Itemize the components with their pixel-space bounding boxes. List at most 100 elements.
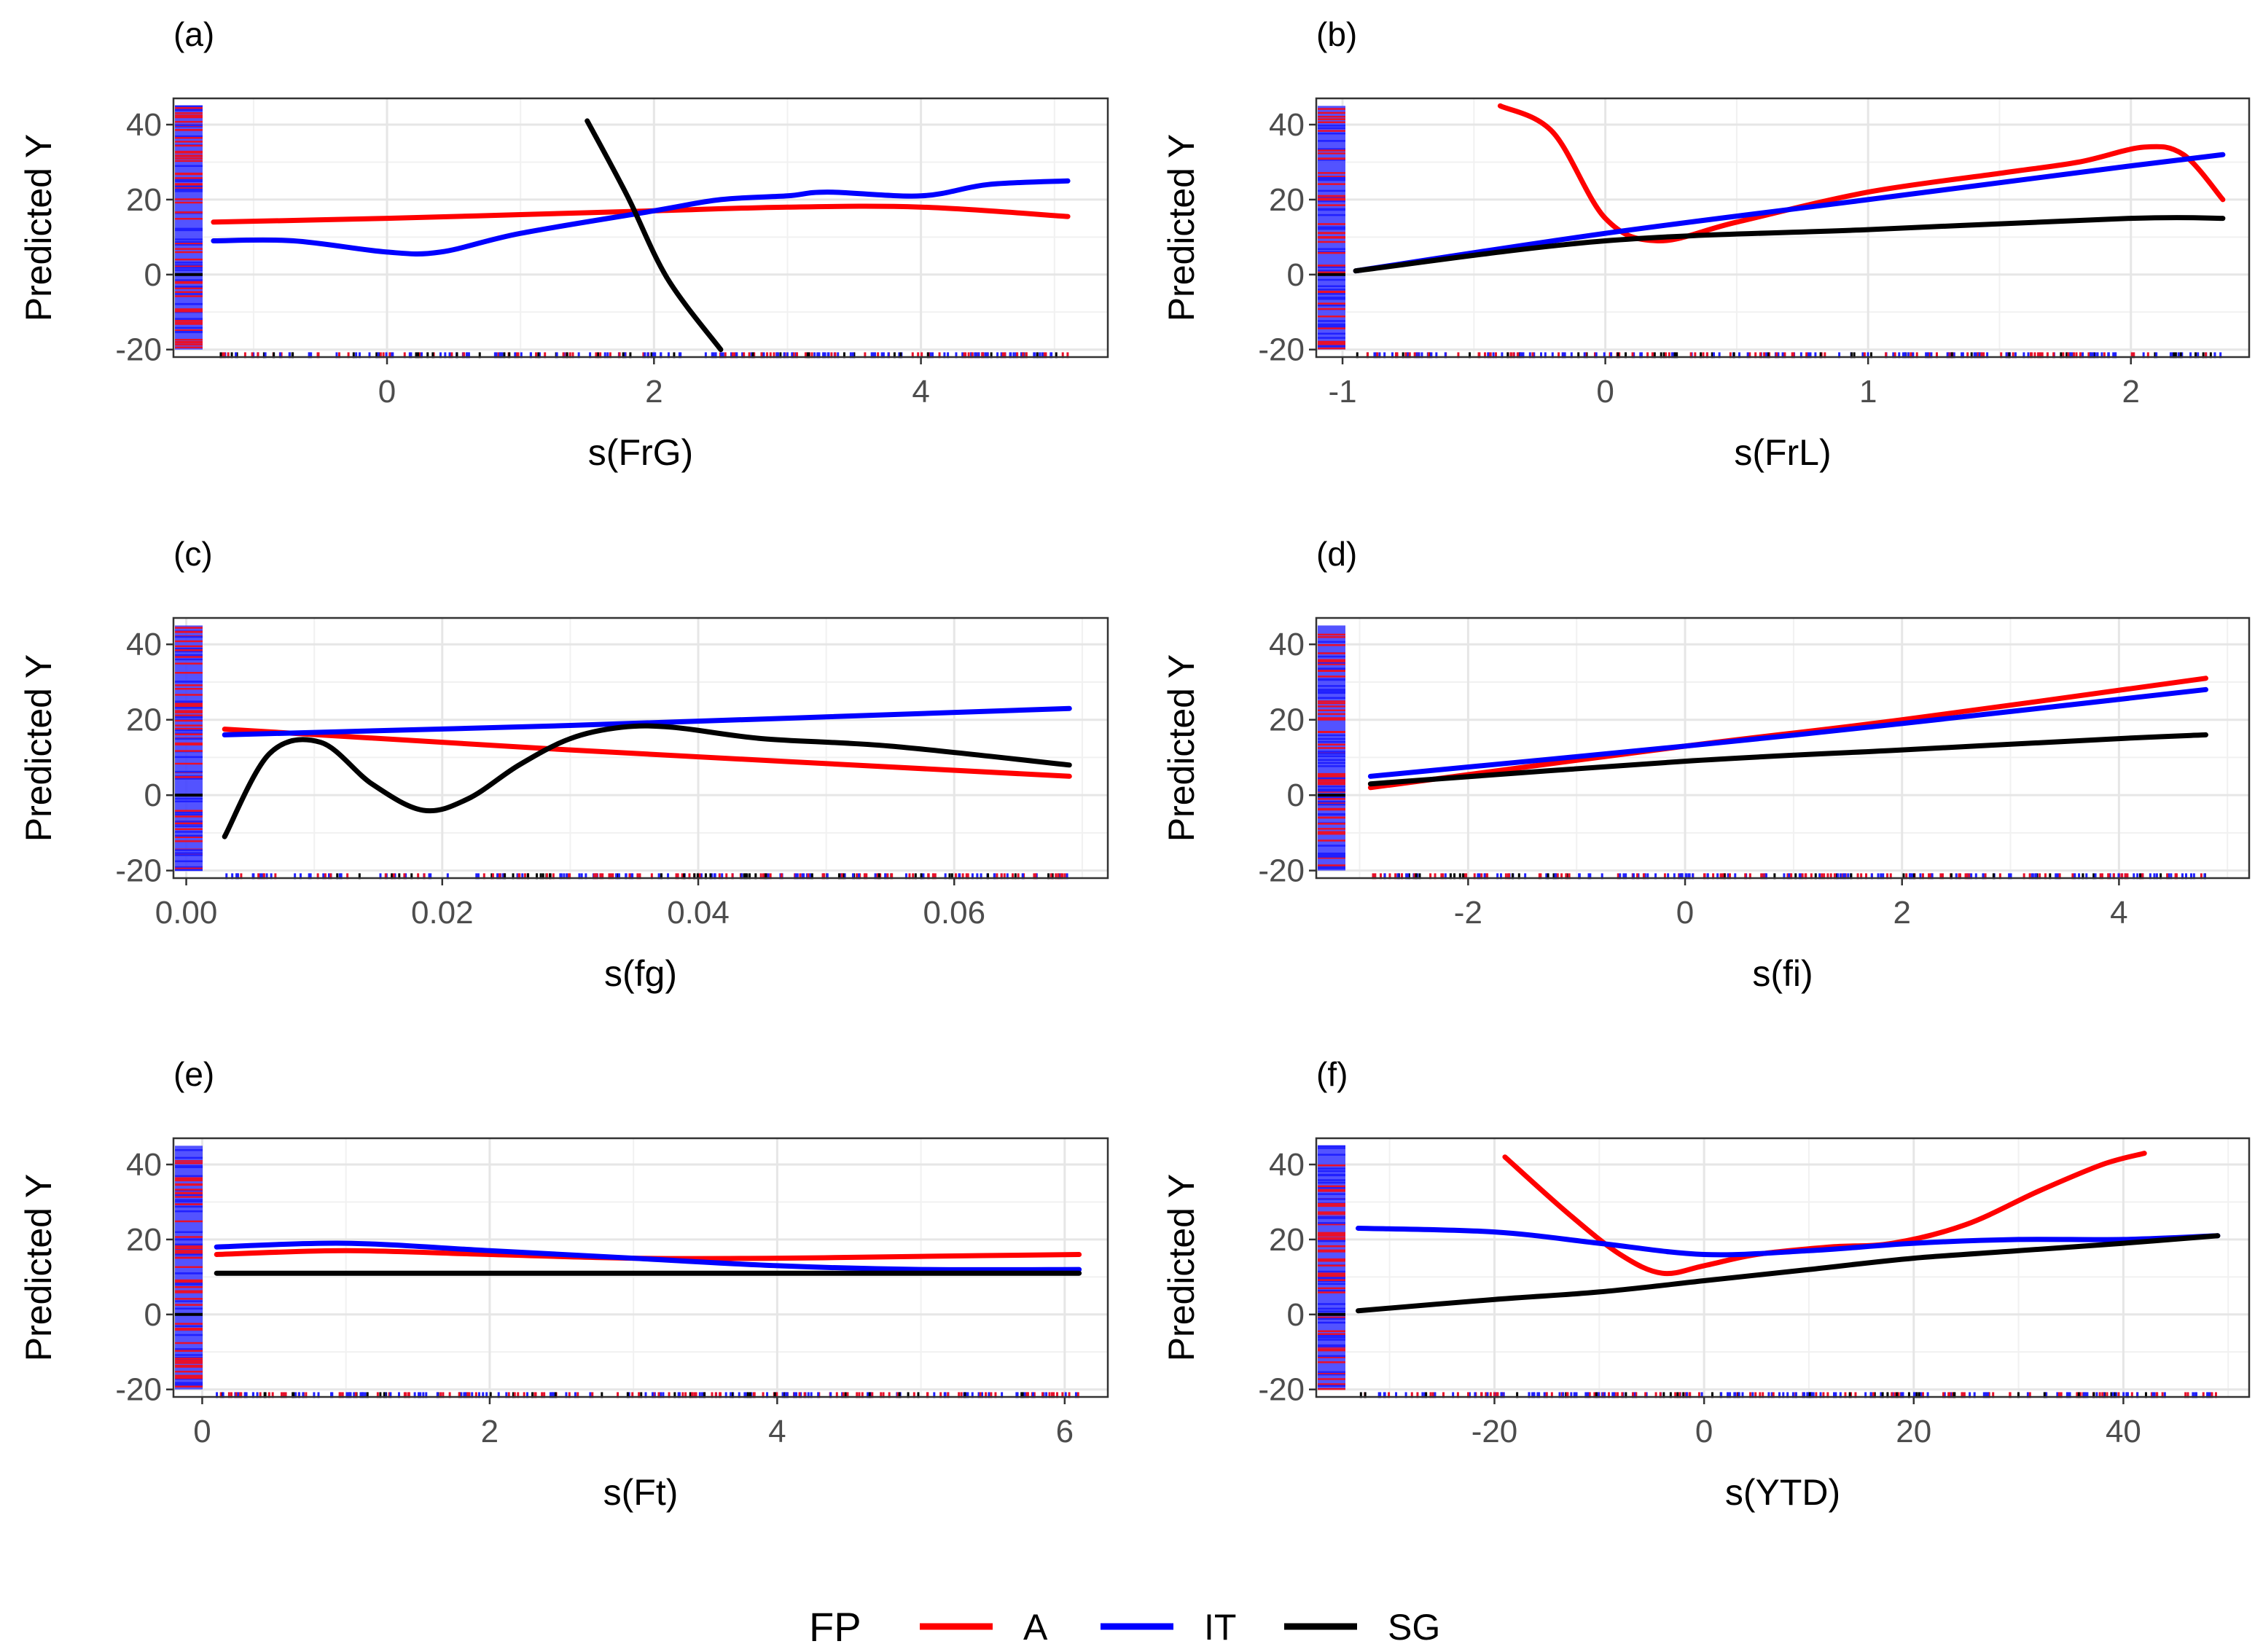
panel-label: (a): [173, 15, 214, 53]
panel-e: 0 2 4 6 -20 0 20 40 (e) s(Ft) Predicted Y: [18, 1055, 1109, 1513]
series-line-it: [1356, 1226, 2221, 1258]
panel-a: 0 2 4 -20 0 20 40 (a) s(FrG) Predicted Y: [18, 15, 1109, 473]
y-tick-label: 40: [126, 627, 162, 662]
rug-left: [175, 1146, 203, 1390]
panel-b: -1 0 1 2 -20 0 20 40 (b) s(FrL) Predicted Y: [1161, 15, 2251, 473]
rug-left-band: [175, 625, 203, 871]
x-tick-label: 6: [1056, 1414, 1074, 1449]
panel-border: [1315, 97, 2251, 359]
series-line-sg: [1367, 732, 2208, 787]
x-tick-label: -1: [1328, 374, 1356, 410]
panel-label: (f): [1316, 1055, 1348, 1093]
series-line-sg: [1353, 214, 2226, 274]
y-tick-label: 0: [144, 778, 162, 813]
y-tick-label: 20: [126, 182, 162, 218]
y-tick-label: -20: [1258, 853, 1305, 889]
y-axis-title: Predicted Y: [1161, 654, 1202, 842]
x-tick-label: 0: [1695, 1414, 1713, 1449]
y-axis-title: Predicted Y: [1161, 1174, 1202, 1362]
plot-background: [1316, 98, 2249, 357]
x-tick-label: 2: [2122, 374, 2140, 410]
y-tick-label: 0: [144, 1297, 162, 1333]
panel-border: [1315, 1137, 2251, 1398]
x-tick-label: 0.02: [411, 895, 474, 931]
y-tick-label: -20: [115, 1372, 162, 1408]
y-tick-label: 20: [1269, 1222, 1305, 1258]
y-tick-label: -20: [115, 853, 162, 889]
panel-label: (d): [1316, 535, 1357, 573]
x-axis-title: s(Ft): [603, 1472, 679, 1513]
series-line-it: [1367, 686, 2208, 779]
panel-border: [1315, 616, 2251, 880]
rug-bottom: [1372, 873, 2206, 880]
panel-f: -20 0 20 40 -20 0 20 40 (f) s(YTD) Predicted Y: [1161, 1055, 2251, 1513]
x-tick-label: -20: [1471, 1414, 1518, 1449]
y-axis-title: Predicted Y: [1161, 134, 1202, 322]
y-tick-label: 20: [1269, 182, 1305, 218]
series-line-sg: [1356, 1233, 2221, 1314]
series-line-it: [222, 705, 1072, 737]
x-tick-label: 0: [193, 1414, 211, 1449]
series-line-it: [214, 1240, 1082, 1272]
rug-left: [1318, 625, 1345, 871]
panel-border: [172, 1137, 1109, 1398]
x-tick-label: 2: [481, 1414, 499, 1449]
y-tick-label: 0: [144, 257, 162, 293]
legend-title: FP: [809, 1604, 861, 1650]
y-axis-title: Predicted Y: [18, 1174, 59, 1362]
rug-left: [1318, 106, 1345, 350]
y-tick-label: 20: [1269, 702, 1305, 738]
y-tick-label: 0: [1287, 1297, 1305, 1333]
panel-c: 0.00 0.02 0.04 0.06 -20 0 20 40 (c) s(fg) Predicte…: [18, 535, 1109, 994]
y-tick-label: 20: [126, 1222, 162, 1258]
x-tick-label: 4: [768, 1414, 786, 1449]
panel-label: (e): [173, 1055, 214, 1093]
plot-background: [1316, 1138, 2249, 1397]
y-tick-label: 40: [1269, 1147, 1305, 1183]
legend-label-sg: SG: [1388, 1607, 1440, 1648]
rug-left: [175, 625, 203, 872]
x-tick-label: 0: [1596, 374, 1614, 410]
y-tick-label: -20: [115, 332, 162, 368]
y-tick-label: 0: [1287, 778, 1305, 813]
x-tick-label: 2: [1893, 895, 1910, 931]
x-tick-label: 4: [912, 374, 929, 410]
x-tick-label: 0.04: [667, 895, 730, 931]
legend-label-it: IT: [1204, 1607, 1236, 1648]
series-line-sg: [585, 118, 724, 353]
x-axis-title: s(fi): [1752, 953, 1813, 994]
x-tick-label: 0: [1676, 895, 1694, 931]
y-tick-label: 0: [1287, 257, 1305, 293]
x-tick-label: 0.00: [155, 895, 218, 931]
x-tick-label: 2: [645, 374, 663, 410]
x-tick-label: 1: [1859, 374, 1877, 410]
y-axis-title: Predicted Y: [18, 654, 59, 842]
x-tick-label: 0.06: [923, 895, 985, 931]
legend-label-a: A: [1023, 1607, 1048, 1648]
y-tick-label: 40: [1269, 627, 1305, 662]
panel-border: [172, 97, 1109, 359]
x-axis-title: s(YTD): [1725, 1472, 1840, 1513]
y-tick-label: 40: [1269, 107, 1305, 143]
rug-left: [175, 105, 203, 350]
legend: FP A IT SG: [809, 1604, 1440, 1650]
x-axis-title: s(fg): [604, 953, 677, 994]
y-tick-label: 40: [126, 1147, 162, 1183]
y-axis-title: Predicted Y: [18, 134, 59, 322]
x-tick-label: -2: [1454, 895, 1482, 931]
panel-label: (b): [1316, 15, 1357, 53]
series-line-it: [211, 178, 1071, 257]
series-line-a: [1497, 103, 2226, 244]
y-tick-label: -20: [1258, 1372, 1305, 1408]
x-tick-label: 4: [2110, 895, 2127, 931]
x-tick-label: 20: [1896, 1414, 1931, 1449]
series-line-it: [1353, 152, 2226, 274]
y-tick-label: -20: [1258, 332, 1305, 368]
x-tick-label: 0: [378, 374, 396, 410]
rug-left: [1318, 1145, 1345, 1390]
x-axis-title: s(FrL): [1734, 432, 1831, 473]
series-line-sg: [222, 723, 1072, 839]
plot-background: [1316, 618, 2249, 878]
